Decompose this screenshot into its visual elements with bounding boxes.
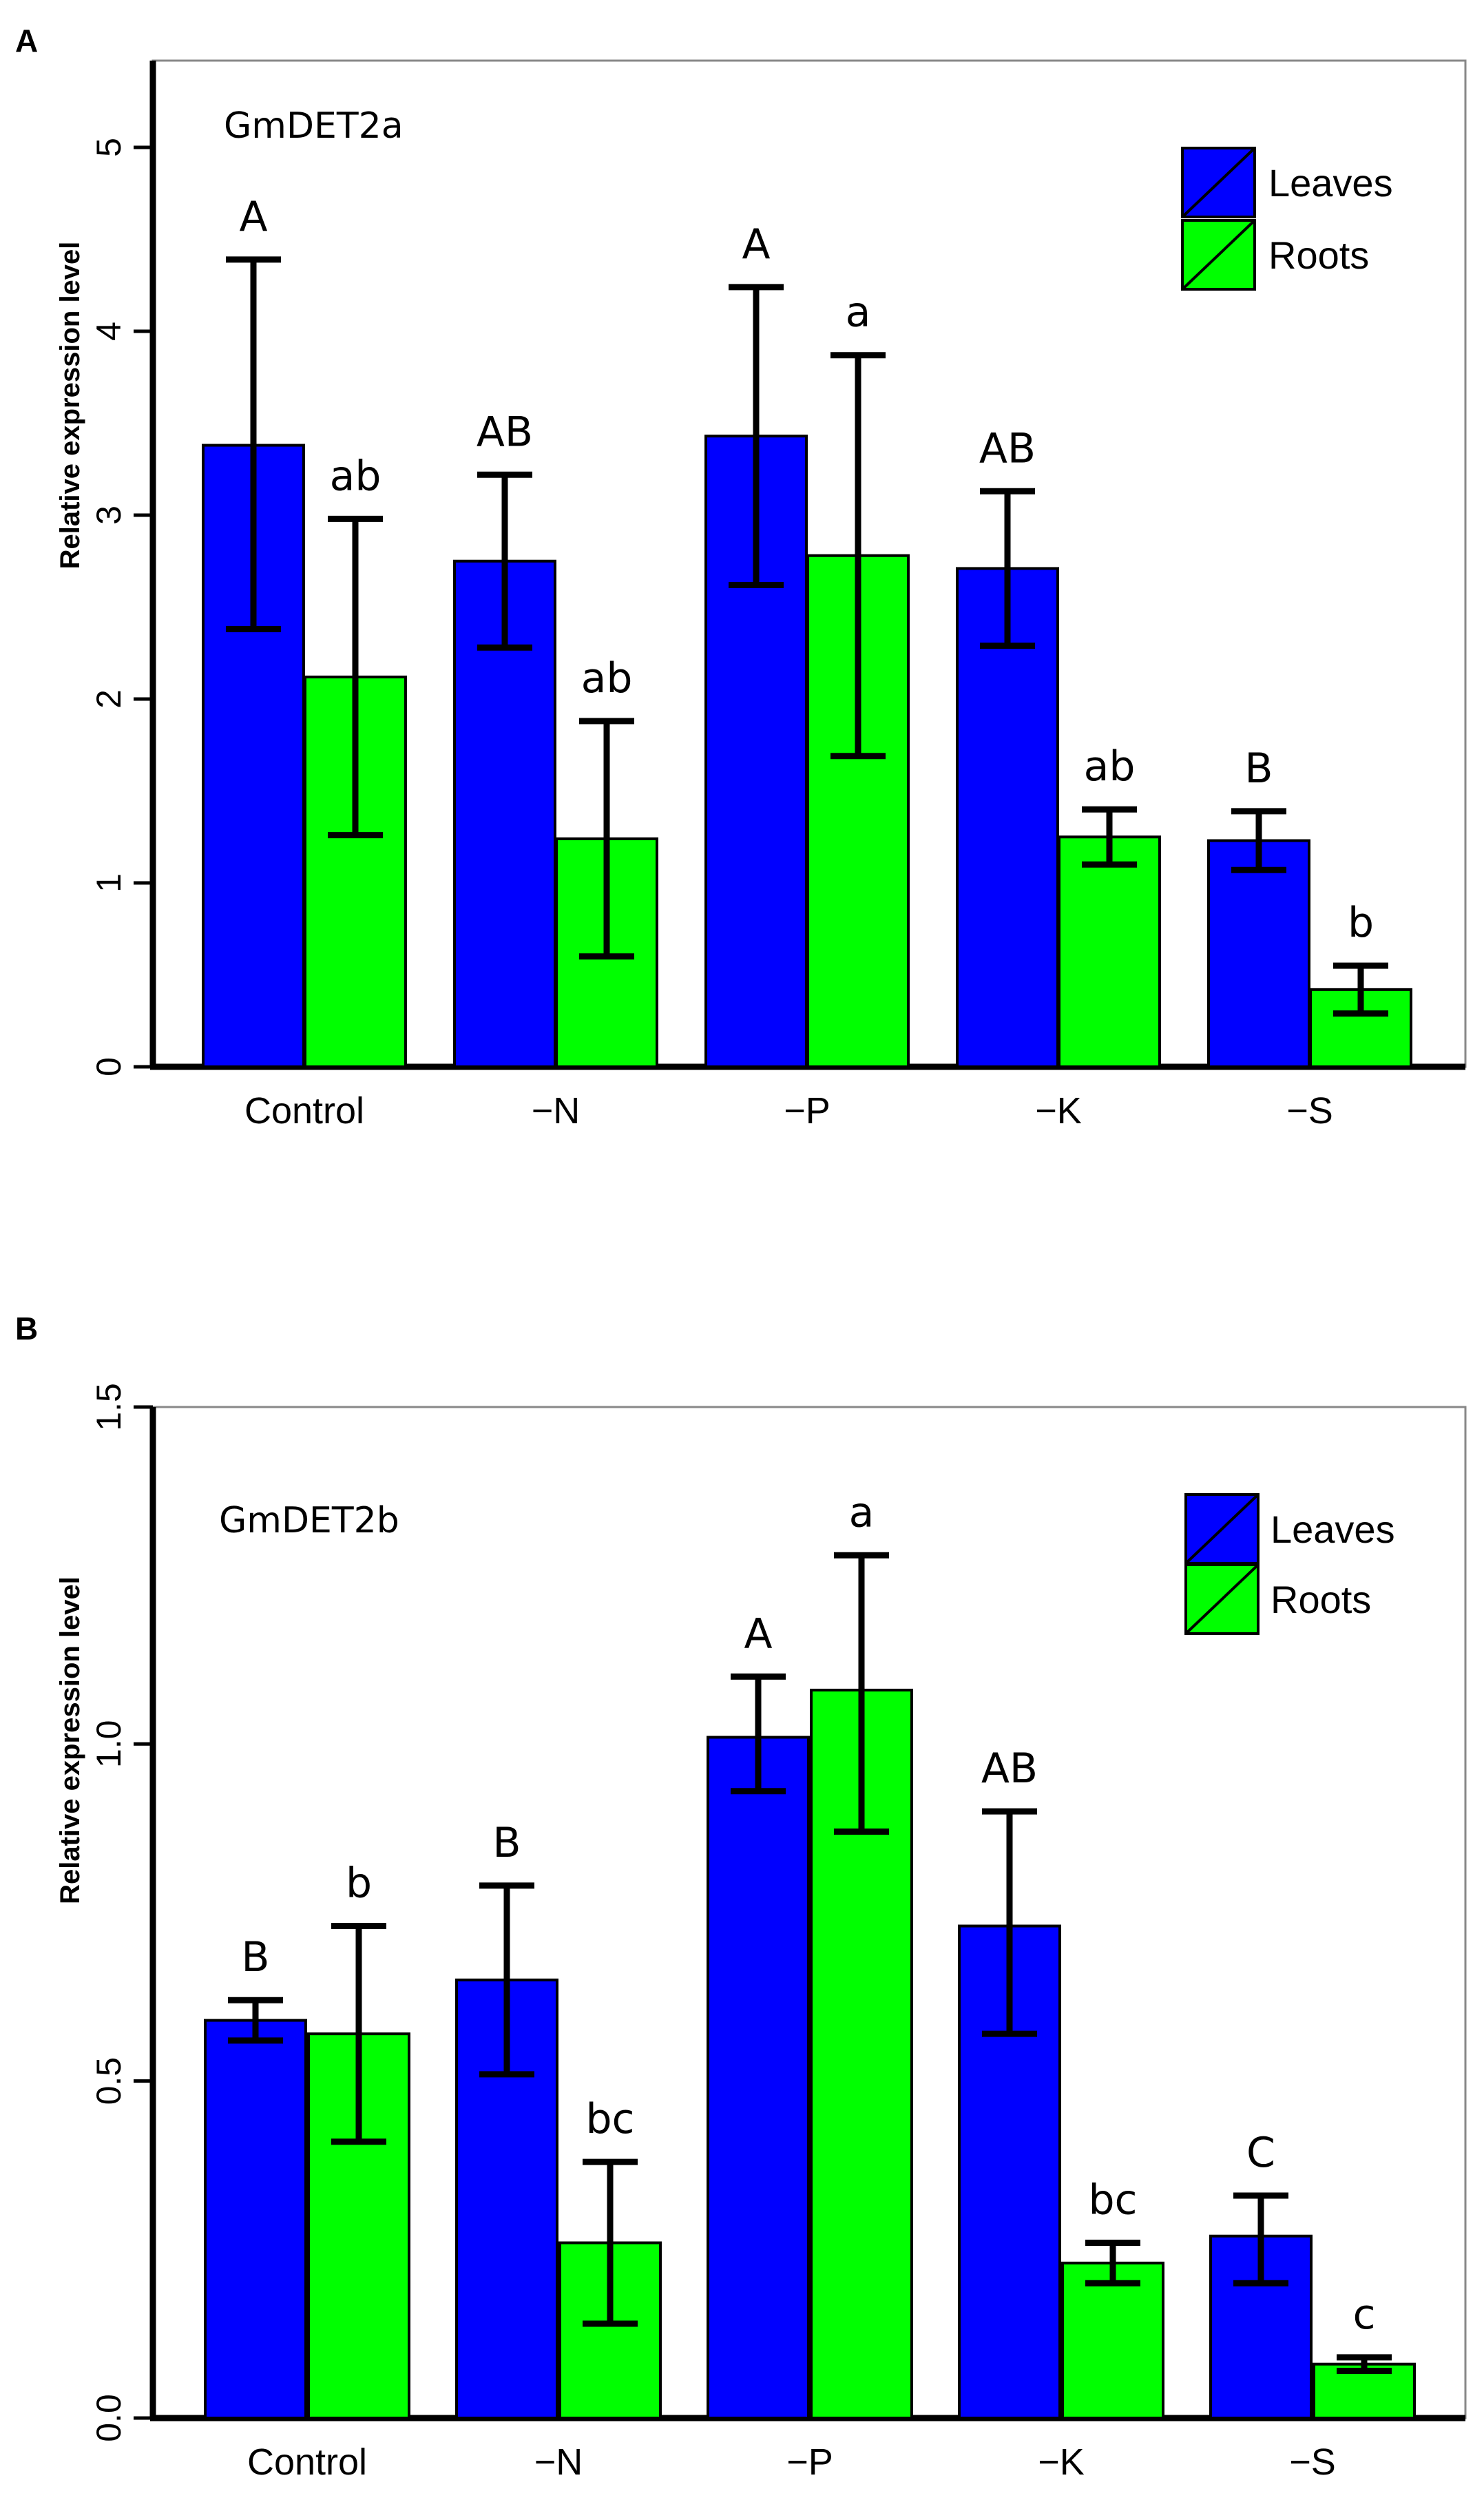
legend: Leaves Roots bbox=[1184, 1493, 1395, 1635]
y-axis-title: Relative expression level bbox=[55, 242, 85, 570]
bar-leaves-4 bbox=[1207, 839, 1310, 1068]
x-tick-label: −P bbox=[784, 1090, 830, 1132]
significance-letter: B bbox=[492, 1819, 521, 1867]
gene-label: GmDET2a bbox=[224, 105, 404, 147]
significance-letter: B bbox=[1244, 744, 1273, 793]
legend-label: Roots bbox=[1268, 233, 1369, 277]
legend-swatch-diagonal bbox=[1181, 147, 1256, 218]
x-tick-label: −N bbox=[534, 2441, 583, 2483]
significance-letter: a bbox=[849, 1488, 875, 1537]
y-tick-label: 0.0 bbox=[90, 2394, 128, 2442]
x-tick-label: Control bbox=[244, 1090, 364, 1132]
significance-letter: AB bbox=[477, 408, 533, 456]
significance-letter: bc bbox=[585, 2095, 634, 2143]
chart-panel-A: A 0 1 2 3 4 5 Relative expression level GmDET2a A… bbox=[15, 23, 1467, 1132]
x-tick-label: −K bbox=[1035, 1090, 1082, 1132]
y-tick-label: 5 bbox=[90, 138, 128, 157]
y-tick-label: 0.5 bbox=[90, 2057, 128, 2105]
x-tick-label: −S bbox=[1289, 2441, 1336, 2483]
significance-letter: A bbox=[742, 220, 770, 269]
y-axis-title: Relative expression level bbox=[55, 1576, 85, 1904]
y-tick-label: 2 bbox=[90, 689, 128, 709]
y-tick-label: 0 bbox=[90, 1057, 128, 1076]
significance-letter: AB bbox=[981, 1744, 1038, 1793]
legend: Leaves Roots bbox=[1181, 147, 1393, 291]
bar-leaves-0 bbox=[202, 444, 305, 1068]
x-tick-label: Control bbox=[247, 2441, 367, 2483]
significance-letter: A bbox=[744, 1610, 772, 1658]
x-tick-label: −S bbox=[1286, 1090, 1333, 1132]
panel-label: B bbox=[15, 1311, 38, 1346]
x-tick-label: −K bbox=[1038, 2441, 1085, 2483]
significance-letter: C bbox=[1246, 2129, 1275, 2177]
chart-panel-B: B 0.0 0.5 1.0 1.5 Relative expression level Gm… bbox=[15, 1311, 1467, 2483]
significance-letter: a bbox=[846, 289, 871, 337]
bar-roots-3 bbox=[1058, 835, 1161, 1068]
legend-label: Leaves bbox=[1271, 1508, 1395, 1551]
x-tick-label: −P bbox=[786, 2441, 833, 2483]
y-tick-label: 1.5 bbox=[90, 1383, 128, 1431]
significance-letter: b bbox=[1348, 899, 1374, 947]
significance-letter: A bbox=[239, 193, 267, 241]
bar-leaves-2 bbox=[707, 1736, 810, 2419]
significance-letter: ab bbox=[330, 452, 382, 500]
significance-letter: b bbox=[346, 1860, 372, 1908]
y-tick-label: 4 bbox=[90, 322, 128, 341]
legend-swatch-diagonal bbox=[1184, 1563, 1260, 1635]
panel-label: A bbox=[15, 23, 38, 59]
significance-letter: ab bbox=[1084, 742, 1136, 791]
legend-swatch-diagonal bbox=[1181, 219, 1256, 291]
y-tick-label: 3 bbox=[90, 506, 128, 525]
bar-leaves-0 bbox=[204, 2019, 307, 2419]
bar-leaves-3 bbox=[956, 567, 1059, 1068]
gene-label: GmDET2b bbox=[219, 1500, 399, 1541]
y-tick-label: 1.0 bbox=[90, 1720, 128, 1769]
significance-letter: bc bbox=[1088, 2176, 1137, 2225]
legend-swatch-diagonal bbox=[1184, 1493, 1260, 1565]
significance-letter: c bbox=[1353, 2291, 1376, 2339]
legend-label: Leaves bbox=[1268, 161, 1393, 205]
significance-letter: B bbox=[241, 1933, 269, 1981]
legend-label: Roots bbox=[1271, 1578, 1371, 1621]
y-tick-label: 1 bbox=[90, 873, 128, 893]
x-tick-label: −N bbox=[532, 1090, 581, 1132]
significance-letter: AB bbox=[979, 424, 1036, 472]
significance-letter: ab bbox=[581, 654, 633, 702]
